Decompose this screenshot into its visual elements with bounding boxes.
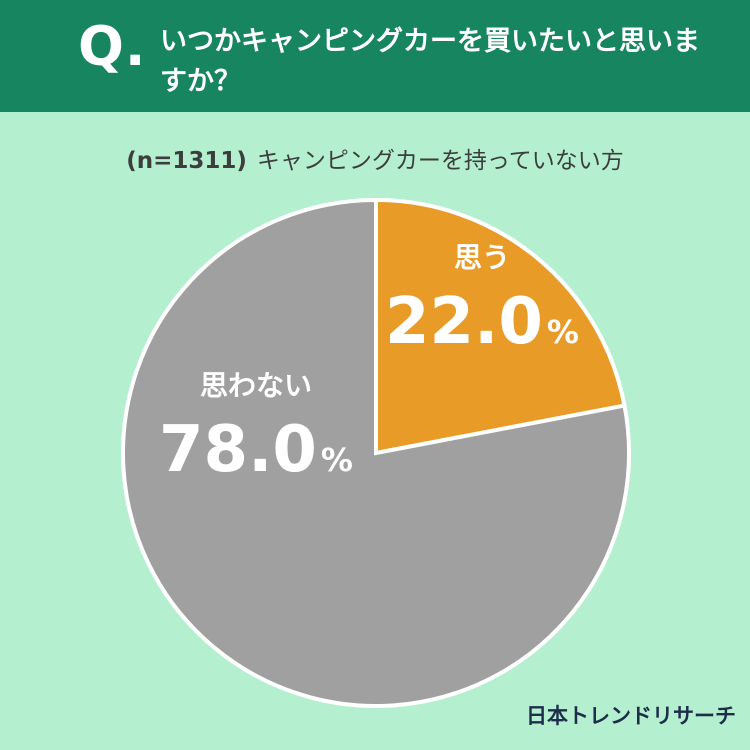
target-audience: キャンピングカーを持っていない方	[256, 148, 624, 174]
question-header: Q. いつかキャンピングカーを買いたいと思いますか？	[0, 0, 750, 112]
sample-size: (n=1311)	[126, 148, 247, 174]
slice-label-1: 思う	[454, 241, 510, 274]
question-text: いつかキャンピングカーを買いたいと思いますか？	[160, 26, 700, 97]
survey-subtitle: (n=1311) キャンピングカーを持っていない方	[0, 146, 750, 176]
slice-value-2: 78.0%	[159, 413, 353, 487]
brand-logo-text: 日本トレンドリサーチ	[526, 704, 736, 728]
question-mark-label: Q.	[78, 15, 147, 78]
pie-slice-1	[374, 197, 627, 456]
pie-slice-2	[121, 197, 631, 708]
slice-label-2: 思わない	[200, 369, 312, 402]
slice-value-1: 22.0%	[385, 285, 579, 359]
